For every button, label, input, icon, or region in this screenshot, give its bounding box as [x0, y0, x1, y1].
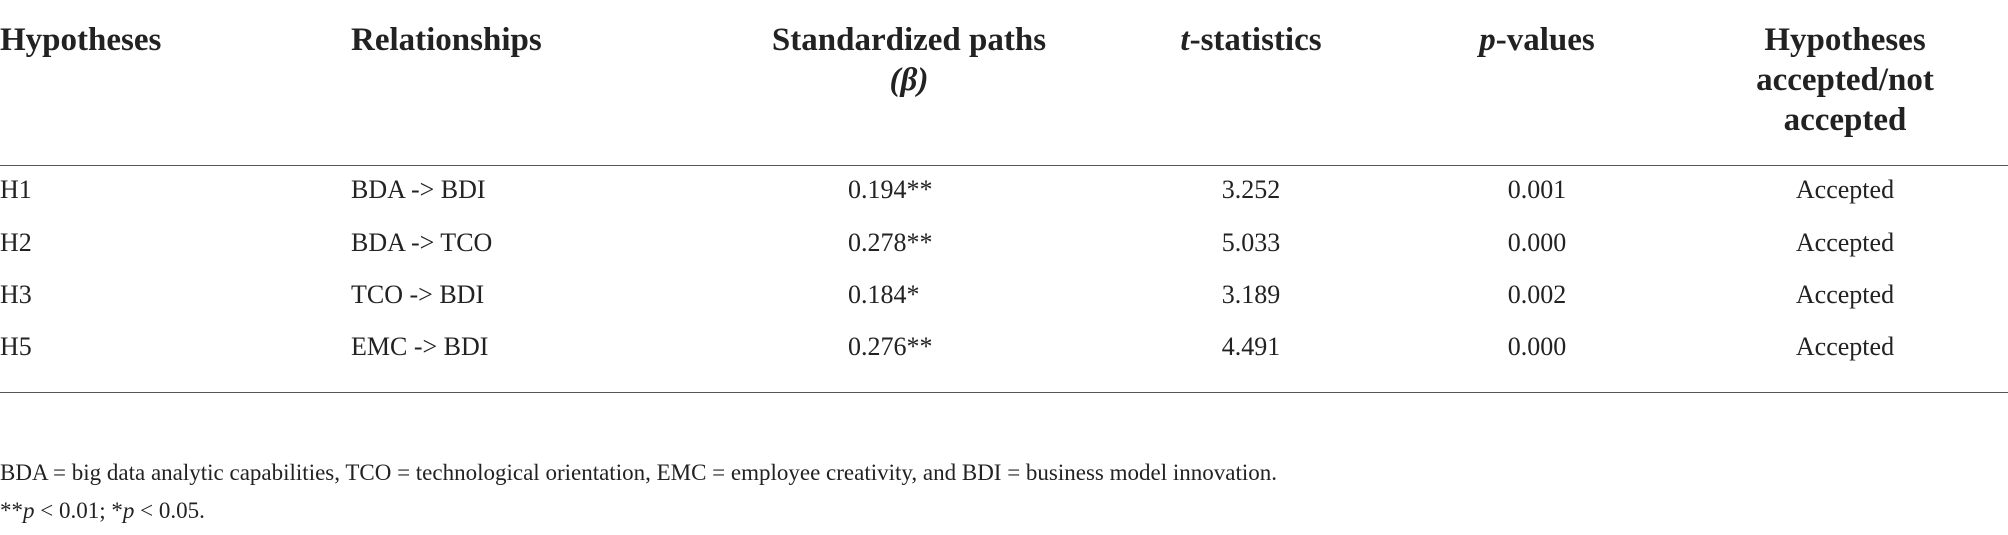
table-cell: Accepted — [1795, 332, 1895, 361]
table-cell: TCO -> BDI — [351, 280, 485, 309]
header-line: Hypotheses — [0, 20, 161, 60]
table-cell: 0.000 — [1507, 228, 1567, 257]
header-cell: Hypotheses — [0, 20, 161, 60]
table-cell: EMC -> BDI — [351, 332, 489, 361]
table-cell: Accepted — [1795, 280, 1895, 309]
text-run: accepted — [1783, 102, 1907, 138]
header-cell: p-values — [1337, 20, 1737, 60]
header-line: (β) — [709, 60, 1109, 100]
header-line: Standardized paths — [709, 20, 1109, 60]
text-run: Hypotheses — [1764, 22, 1926, 58]
text-run: Standardized paths — [771, 22, 1047, 58]
header-line: Hypotheses — [1645, 20, 2008, 60]
text-run: -values — [1495, 22, 1595, 58]
bottom-rule — [0, 392, 2008, 393]
header-cell: t-statistics — [1051, 20, 1451, 60]
table-cell: 4.491 — [1221, 332, 1281, 361]
text-run: < 0.01; * — [34, 498, 123, 523]
table-cell: 5.033 — [1221, 228, 1281, 257]
table-cell: 0.276** — [848, 332, 933, 361]
table-cell: 3.252 — [1221, 175, 1281, 204]
text-run: accepted/not — [1756, 62, 1934, 98]
table-cell: H3 — [0, 280, 32, 309]
table-cell: 0.184* — [848, 280, 920, 309]
text-run: < 0.05. — [134, 498, 205, 523]
table-cell: 0.000 — [1507, 332, 1567, 361]
table-cell: BDA -> TCO — [351, 228, 493, 257]
text-run: p — [23, 498, 35, 523]
header-cell: Standardized paths (β) — [709, 20, 1109, 100]
header-line: accepted/not — [1645, 60, 2008, 100]
table-cell: Accepted — [1795, 228, 1895, 257]
table-cell: 0.278** — [848, 228, 933, 257]
table-cell: H1 — [0, 175, 32, 204]
text-run: t — [1180, 22, 1190, 58]
text-run: (β) — [889, 62, 929, 98]
header-line: Relationships — [351, 20, 542, 60]
table-cell: H5 — [0, 332, 32, 361]
header-cell: Relationships — [351, 20, 542, 60]
table-cell: 0.194** — [848, 175, 933, 204]
table-cell: BDA -> BDI — [351, 175, 486, 204]
table-cell: H2 — [0, 228, 32, 257]
table-cell: 3.189 — [1221, 280, 1281, 309]
header-line: p-values — [1337, 20, 1737, 60]
text-run: Hypotheses — [0, 22, 162, 58]
text-run: ** — [0, 498, 23, 523]
header-cell: Hypotheses accepted/not accepted — [1645, 20, 2008, 140]
table-cell: 0.002 — [1507, 280, 1567, 309]
text-run: p — [122, 498, 135, 523]
text-run: p — [1479, 22, 1496, 58]
text-run: Relationships — [351, 22, 542, 58]
text-run: BDA = big data analytic capabilities, TC… — [0, 460, 1278, 485]
footnote: BDA = big data analytic capabilities, TC… — [0, 458, 1277, 488]
header-rule — [0, 165, 2008, 166]
table-cell: 0.001 — [1507, 175, 1567, 204]
footnote: **p < 0.01; *p < 0.05. — [0, 496, 205, 526]
text-run: -statistics — [1189, 22, 1322, 58]
header-line: t-statistics — [1051, 20, 1451, 60]
header-line: accepted — [1645, 100, 2008, 140]
table-cell: Accepted — [1795, 175, 1895, 204]
